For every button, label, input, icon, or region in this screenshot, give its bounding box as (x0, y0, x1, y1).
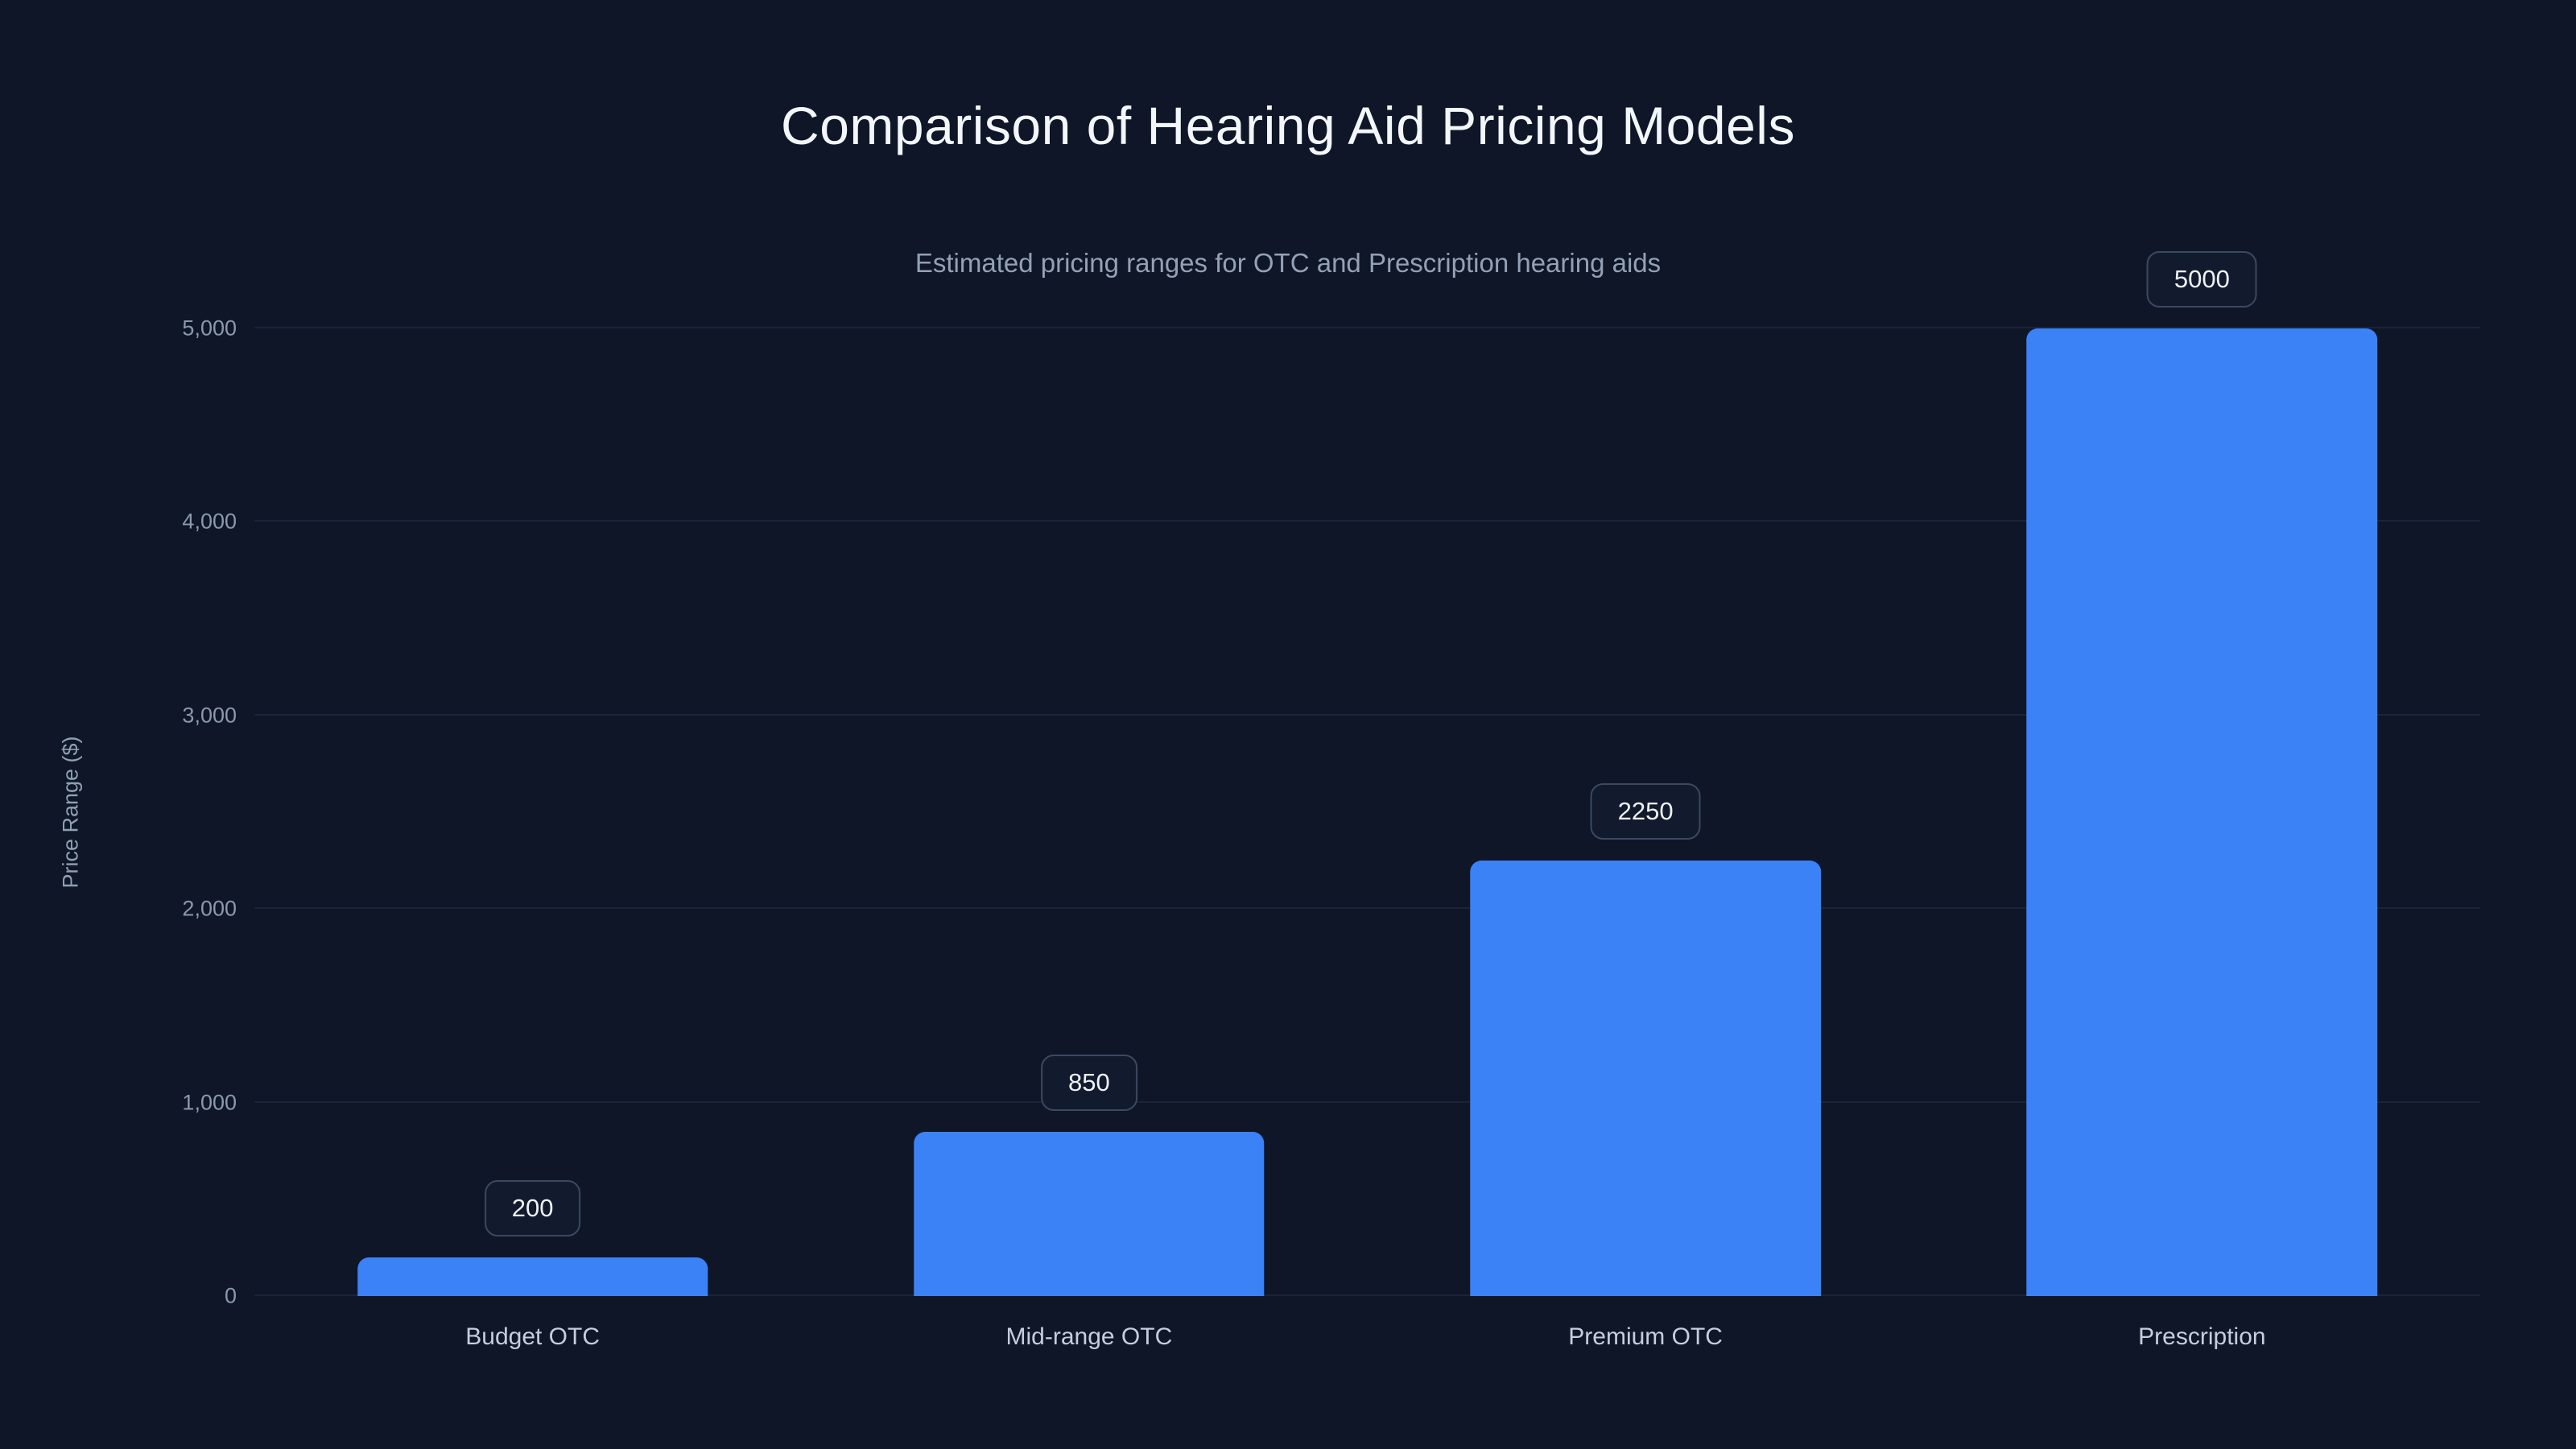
bar (1470, 861, 1821, 1296)
y-tick-label: 2,000 (182, 896, 237, 921)
bar (2026, 328, 2378, 1296)
y-tick-label: 5,000 (182, 316, 237, 341)
y-tick-label: 0 (224, 1283, 237, 1308)
plot-area: 0 1,000 2,000 3,000 4,000 5,000 200 Budget OT… (182, 251, 2480, 1350)
y-axis-title: Price Range ($) (58, 736, 83, 889)
category-label: Budget OTC (465, 1323, 600, 1350)
gridline (254, 713, 2480, 716)
gridline (254, 1100, 2480, 1103)
page-title: Comparison of Hearing Aid Pricing Models (781, 96, 1795, 155)
gridline (254, 1294, 2480, 1296)
category-label: Prescription (2138, 1323, 2266, 1350)
category-label: Mid-range OTC (1005, 1323, 1173, 1350)
bar-column: 850 Mid-range OTC (811, 328, 1367, 1350)
bar-column: 5000 Prescription (1924, 251, 2480, 1350)
category-label: Premium OTC (1568, 1323, 1723, 1350)
gridline (254, 520, 2480, 522)
y-tick-label: 3,000 (182, 703, 237, 728)
page-subtitle: Estimated pricing ranges for OTC and Pre… (914, 248, 1662, 278)
value-label: 850 (1041, 1054, 1137, 1111)
y-tick-label: 4,000 (182, 509, 237, 534)
value-label: 5000 (2146, 251, 2257, 308)
bar (914, 1131, 1265, 1296)
gridline (254, 327, 2480, 328)
y-tick-label: 1,000 (182, 1090, 237, 1115)
gridline (254, 907, 2480, 910)
bar (357, 1257, 708, 1296)
bar-column: 2250 Premium OTC (1368, 328, 1924, 1350)
value-label: 2250 (1590, 783, 1701, 840)
bar-column: 200 Budget OTC (254, 328, 811, 1350)
value-label: 200 (484, 1179, 581, 1236)
